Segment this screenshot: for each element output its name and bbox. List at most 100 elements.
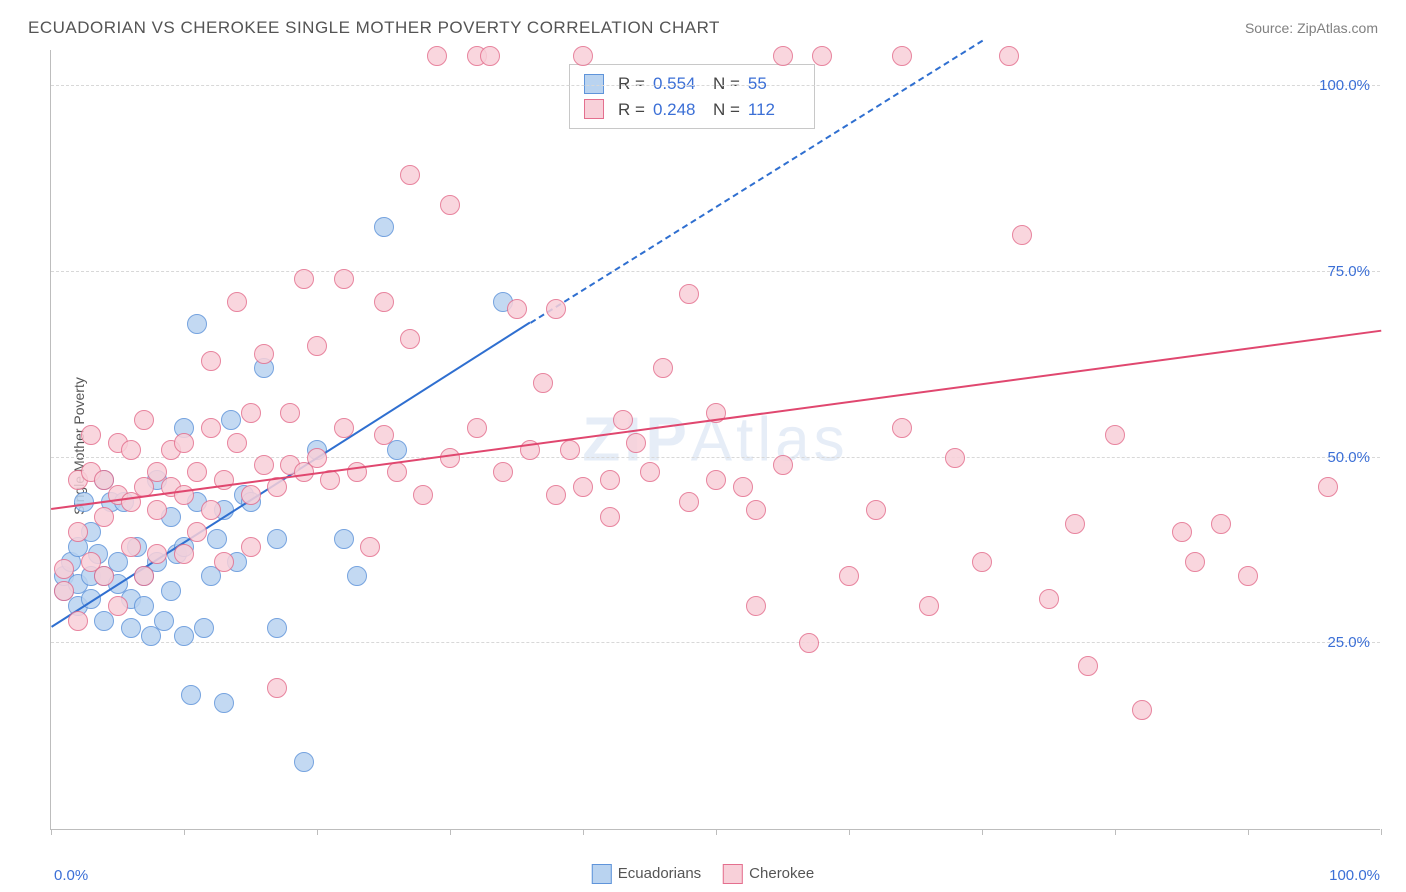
data-point (121, 440, 141, 460)
data-point (108, 596, 128, 616)
legend-item: Ecuadorians (592, 864, 701, 884)
x-tick (716, 829, 717, 835)
data-point (1012, 225, 1032, 245)
data-point (267, 529, 287, 549)
data-point (187, 522, 207, 542)
data-point (181, 685, 201, 705)
data-point (892, 418, 912, 438)
data-point (267, 678, 287, 698)
data-point (267, 618, 287, 638)
data-point (507, 299, 527, 319)
data-point (374, 425, 394, 445)
data-point (161, 581, 181, 601)
data-point (546, 485, 566, 505)
data-point (307, 336, 327, 356)
data-point (254, 455, 274, 475)
data-point (194, 618, 214, 638)
scatter-plot-area: ZIPAtlas R =0.554N =55R =0.248N =112 25.… (50, 50, 1380, 830)
data-point (839, 566, 859, 586)
x-tick (1381, 829, 1382, 835)
data-point (221, 410, 241, 430)
data-point (600, 507, 620, 527)
data-point (214, 552, 234, 572)
data-point (54, 581, 74, 601)
data-point (1078, 656, 1098, 676)
y-tick-label: 25.0% (1327, 634, 1370, 651)
data-point (94, 566, 114, 586)
gridline (51, 85, 1380, 86)
data-point (174, 433, 194, 453)
x-tick (1115, 829, 1116, 835)
data-point (400, 329, 420, 349)
data-point (94, 507, 114, 527)
data-point (1065, 514, 1085, 534)
data-point (307, 448, 327, 468)
x-axis-min-label: 0.0% (54, 867, 88, 884)
gridline (51, 457, 1380, 458)
data-point (201, 418, 221, 438)
data-point (746, 500, 766, 520)
data-point (1172, 522, 1192, 542)
data-point (174, 544, 194, 564)
data-point (241, 485, 261, 505)
data-point (640, 462, 660, 482)
data-point (187, 314, 207, 334)
data-point (334, 269, 354, 289)
x-tick (317, 829, 318, 835)
data-point (280, 403, 300, 423)
data-point (773, 46, 793, 66)
data-point (1105, 425, 1125, 445)
data-point (573, 46, 593, 66)
data-point (294, 269, 314, 289)
data-point (134, 410, 154, 430)
data-point (812, 46, 832, 66)
data-point (1238, 566, 1258, 586)
data-point (746, 596, 766, 616)
source-label: Source: ZipAtlas.com (1245, 20, 1378, 36)
data-point (227, 433, 247, 453)
data-point (733, 477, 753, 497)
x-axis-max-label: 100.0% (1329, 867, 1380, 884)
x-tick (1248, 829, 1249, 835)
chart-title: ECUADORIAN VS CHEROKEE SINGLE MOTHER POV… (28, 18, 720, 38)
legend-item: Cherokee (723, 864, 814, 884)
data-point (347, 566, 367, 586)
data-point (1132, 700, 1152, 720)
data-point (147, 500, 167, 520)
data-point (919, 596, 939, 616)
data-point (241, 537, 261, 557)
data-point (440, 448, 460, 468)
data-point (613, 410, 633, 430)
data-point (440, 195, 460, 215)
data-point (427, 46, 447, 66)
data-point (626, 433, 646, 453)
data-point (679, 492, 699, 512)
data-point (201, 500, 221, 520)
data-point (1185, 552, 1205, 572)
data-point (201, 351, 221, 371)
data-point (68, 522, 88, 542)
data-point (653, 358, 673, 378)
stats-legend-row: R =0.554N =55 (584, 71, 800, 97)
data-point (334, 418, 354, 438)
data-point (241, 403, 261, 423)
data-point (892, 46, 912, 66)
data-point (387, 462, 407, 482)
series-legend: Ecuadorians Cherokee (592, 864, 814, 884)
data-point (560, 440, 580, 460)
x-tick (450, 829, 451, 835)
x-tick (849, 829, 850, 835)
data-point (294, 752, 314, 772)
data-point (214, 693, 234, 713)
y-tick-label: 50.0% (1327, 449, 1370, 466)
data-point (546, 299, 566, 319)
data-point (866, 500, 886, 520)
data-point (134, 566, 154, 586)
data-point (374, 292, 394, 312)
x-tick (982, 829, 983, 835)
data-point (1211, 514, 1231, 534)
data-point (533, 373, 553, 393)
data-point (207, 529, 227, 549)
data-point (68, 611, 88, 631)
data-point (679, 284, 699, 304)
